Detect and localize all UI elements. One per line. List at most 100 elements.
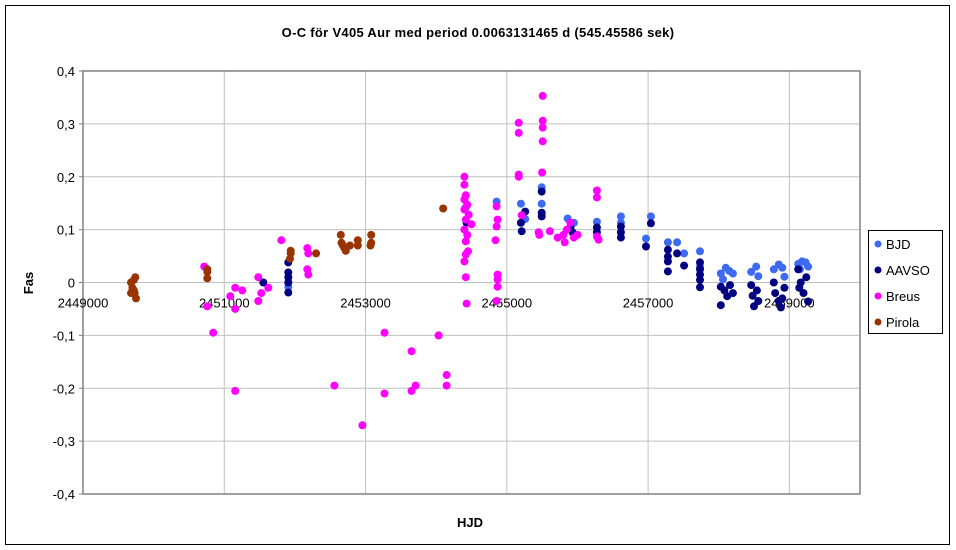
data-point [592,193,601,202]
data-point [804,262,813,271]
data-point [312,249,321,258]
legend-label: Pirola [886,315,920,330]
legend-marker [874,240,882,248]
data-point [537,212,546,221]
data-point [467,220,476,229]
data-point [719,275,727,284]
x-axis-label: HJD [457,515,483,530]
data-point [367,230,376,239]
data-point [804,297,813,306]
data-point [594,235,603,244]
data-point [680,249,689,258]
data-point [754,297,763,305]
data-point [238,286,247,295]
data-point [752,262,761,271]
data-point [573,230,582,239]
data-point [131,273,140,282]
data-point [463,230,472,239]
data-point [663,245,672,254]
data-point [802,273,811,282]
data-point [747,267,756,276]
data-point [286,254,294,263]
data-point [132,294,140,303]
data-point [747,281,756,290]
x-tick-label: 2453000 [340,296,391,311]
series-pirola [127,204,448,303]
legend-marker [874,292,882,300]
data-point [794,265,803,274]
data-point [304,270,313,279]
data-point [616,212,625,221]
data-point [264,283,273,292]
data-point [380,389,389,398]
data-point [284,278,293,287]
data-point [696,258,704,267]
data-point [380,328,389,337]
data-point [538,123,547,132]
data-point [411,381,420,390]
y-tick-label: 0,1 [57,223,75,238]
data-point [592,186,601,195]
data-point [642,242,650,251]
y-tick-label: 0,2 [57,170,75,185]
chart-title: O-C för V405 Aur med period 0.0063131465… [282,25,675,40]
data-point [517,211,526,220]
data-point [257,289,266,298]
legend: BJD AAVSO Breus Pirola [868,230,943,334]
data-point [592,217,601,226]
legend-label: BJD [886,237,911,252]
data-point [337,238,346,247]
data-point [439,204,448,213]
legend-marker [874,266,882,274]
data-point [231,386,240,395]
legend-box [868,230,943,334]
data-point [726,281,734,290]
data-point [203,267,212,276]
data-point [330,381,339,390]
data-point [203,274,212,283]
data-point [407,347,416,356]
data-point [492,202,501,211]
data-point [254,297,263,305]
data-point [663,267,672,276]
data-point [462,299,471,308]
data-point [748,291,757,300]
data-point [642,234,650,243]
y-tick-label: 0,3 [57,117,75,132]
data-point [434,331,443,340]
data-point [752,286,761,295]
data-point [663,257,672,266]
data-point [535,230,544,239]
data-point [516,199,525,208]
series-breus [200,91,603,430]
data-point [231,283,240,292]
data-point [545,227,554,236]
data-point [538,116,547,125]
data-point [673,238,682,247]
data-point [538,91,547,100]
chart-frame [5,5,950,545]
data-point [461,215,470,224]
data-point [129,286,138,295]
x-tick-label: 2455000 [482,296,533,311]
data-point [696,283,704,292]
data-point [769,278,778,287]
data-point [663,238,672,247]
data-point [460,172,469,181]
data-point [461,237,470,246]
data-point [616,233,625,242]
data-point [493,215,502,224]
data-point [771,289,780,298]
data-point [304,249,313,258]
data-point [259,278,268,287]
data-point [795,283,804,292]
data-point [646,219,655,228]
data-point [776,303,785,312]
data-point [778,294,787,303]
data-point [780,272,789,281]
y-tick-label: -0,3 [53,434,75,449]
data-point [696,275,704,284]
data-point [616,222,625,231]
y-tick-label: 0,4 [57,64,75,79]
data-point [514,118,523,127]
